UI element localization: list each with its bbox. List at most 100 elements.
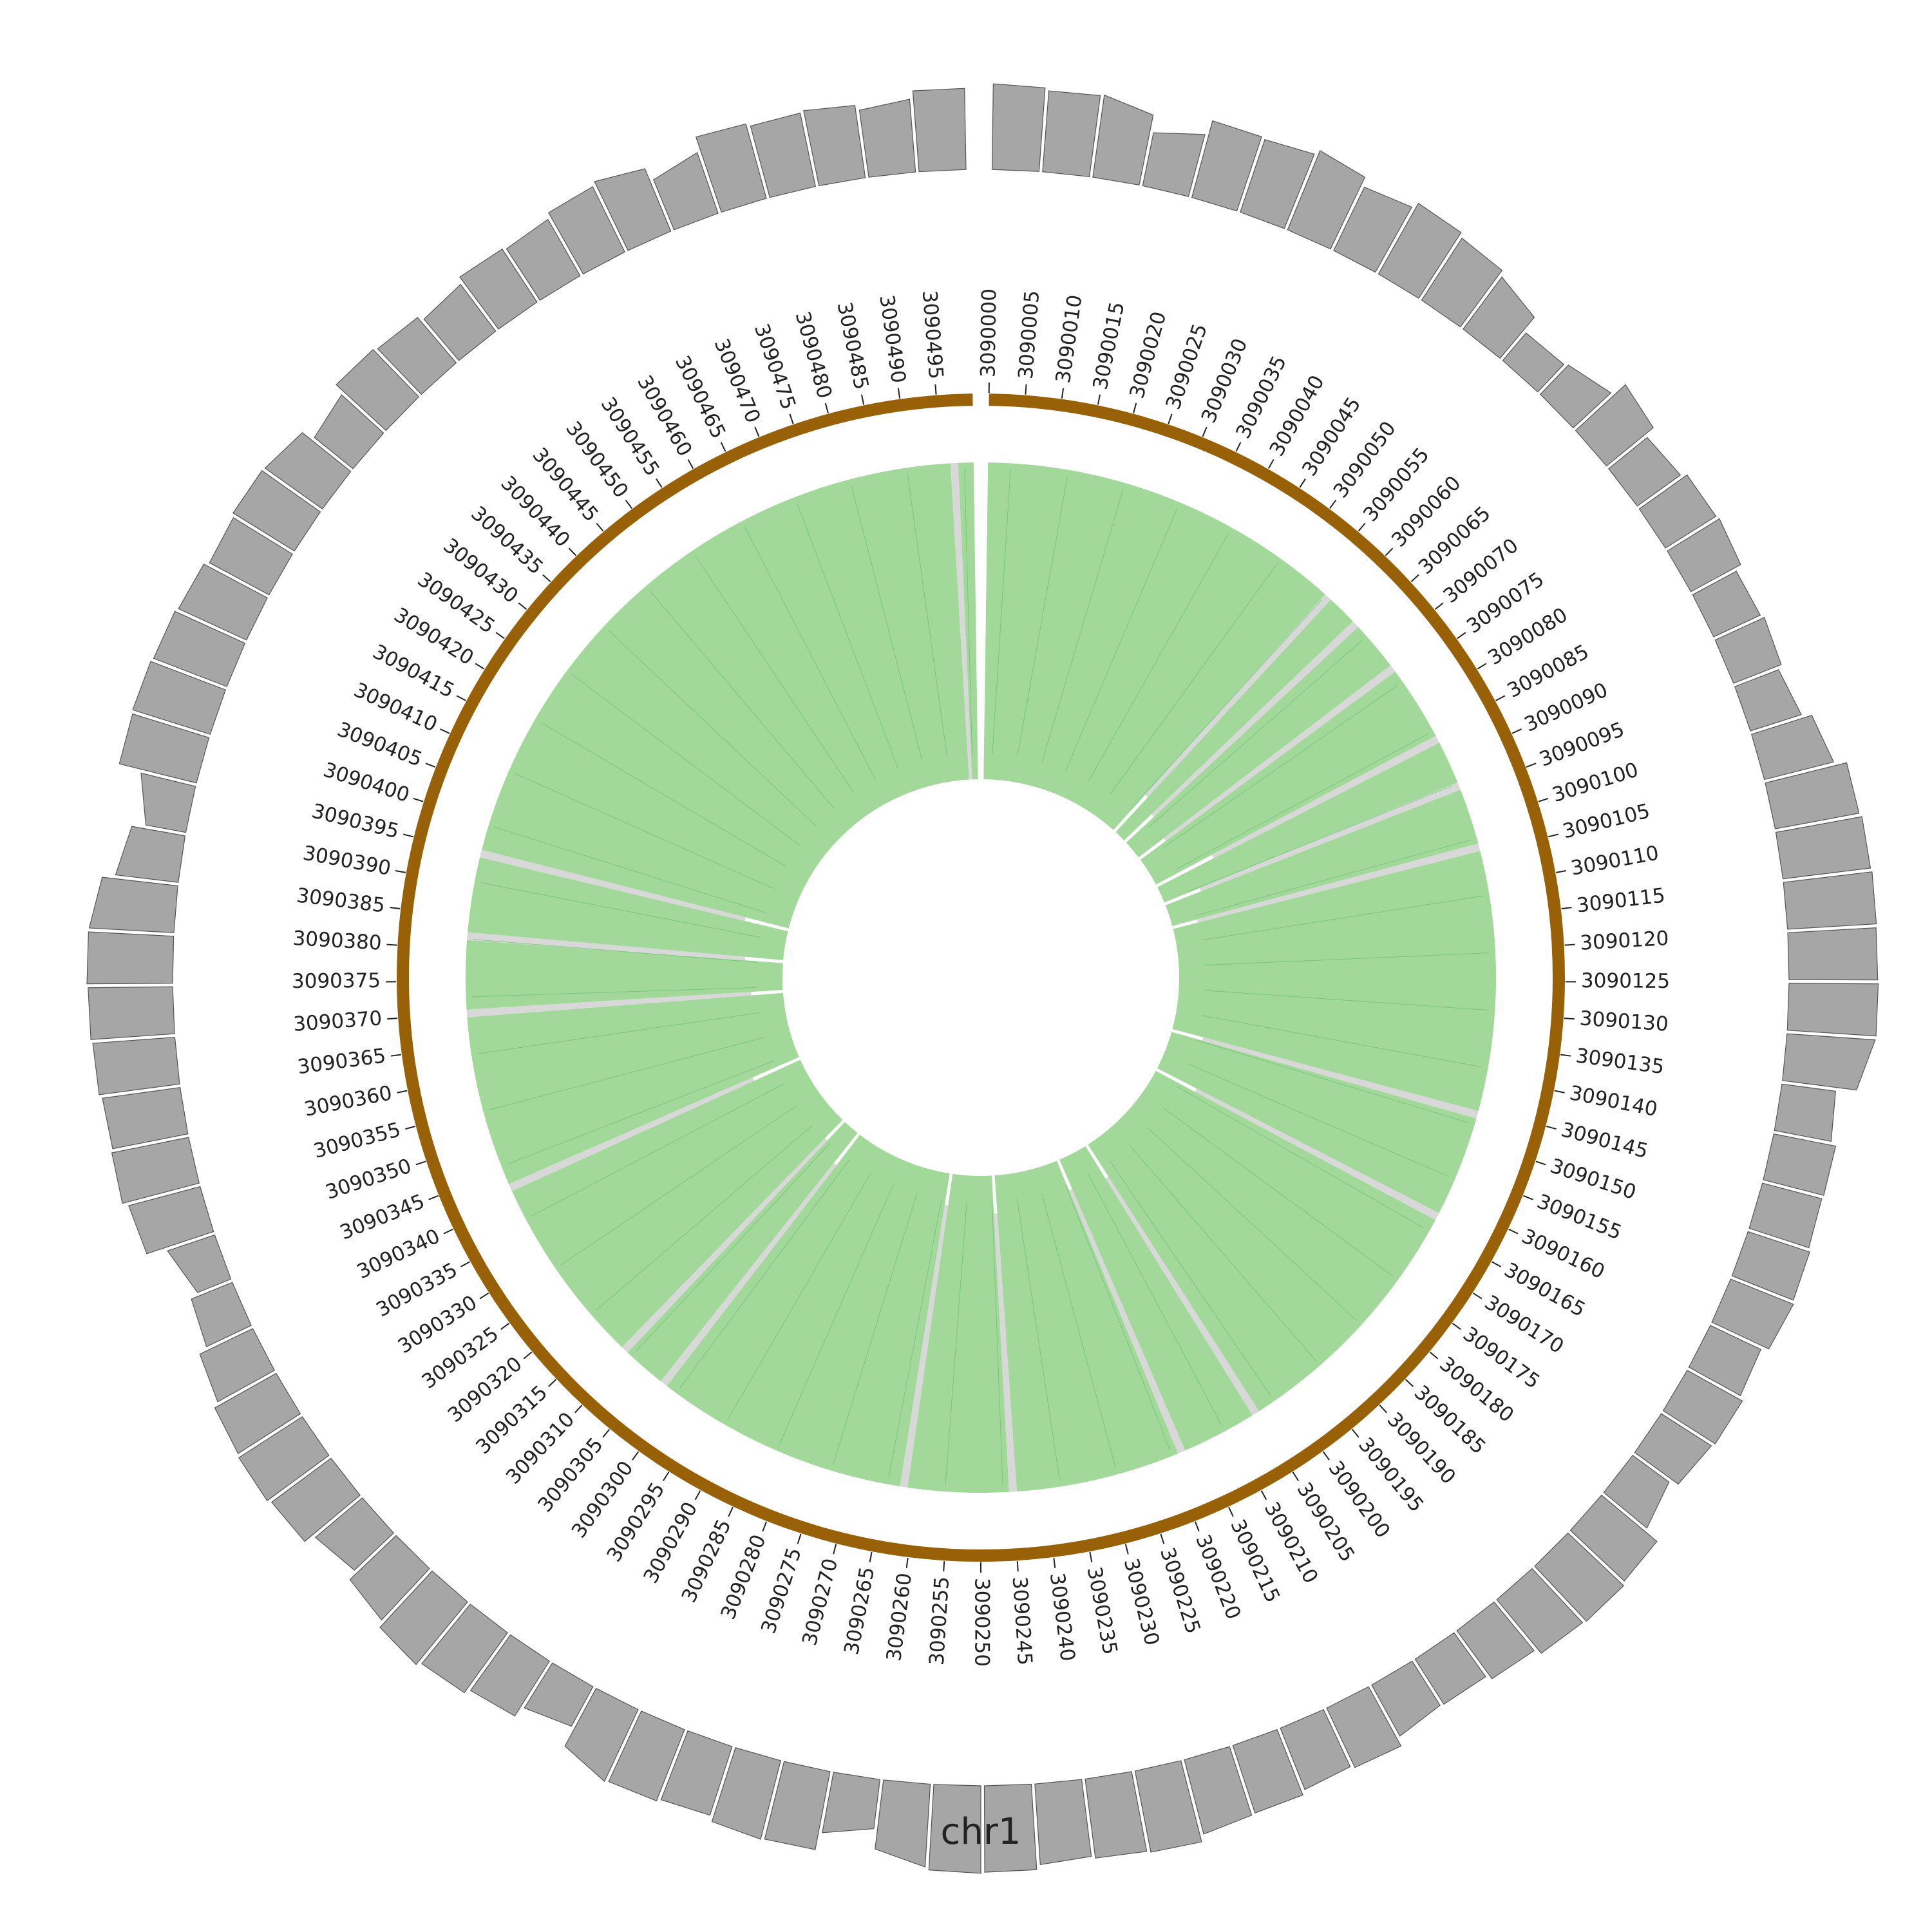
tick-mark xyxy=(428,1195,439,1200)
tick-mark xyxy=(789,413,794,424)
tick-mark xyxy=(1097,394,1101,405)
inner-link-line xyxy=(572,674,800,846)
inner-link-line xyxy=(744,526,876,781)
tick-mark xyxy=(833,1544,837,1555)
inner-link-line xyxy=(1017,476,1068,757)
inner-link-line xyxy=(1088,533,1229,782)
inner-link-line xyxy=(531,1083,784,1217)
tick-mark xyxy=(943,1561,945,1572)
coverage-segment xyxy=(88,986,175,1040)
tick-mark xyxy=(500,1322,510,1331)
coverage-segment xyxy=(314,1497,395,1571)
coverage-segment xyxy=(875,1779,931,1868)
chromosome-label: chr1 xyxy=(941,1811,1021,1853)
tick-mark xyxy=(1495,695,1506,701)
tick-mark xyxy=(1194,1521,1200,1532)
tick-label: 3090375 xyxy=(292,969,381,993)
tick-label: 3090265 xyxy=(840,1565,879,1656)
coverage-segment xyxy=(1456,1601,1535,1680)
tick-label: 3090005 xyxy=(1014,290,1044,380)
tick-mark xyxy=(1526,762,1537,768)
tick-mark xyxy=(1457,632,1466,639)
inner-link-line xyxy=(477,1012,760,1054)
tick-label: 3090385 xyxy=(295,884,386,918)
coverage-segment xyxy=(377,317,457,395)
coverage-segment xyxy=(1714,616,1782,684)
coverage-segment xyxy=(1142,132,1206,197)
inner-link-line xyxy=(797,503,899,770)
inner-fill-segment xyxy=(983,462,1325,830)
tick-mark xyxy=(1260,1490,1267,1501)
coverage-segment xyxy=(1280,1709,1351,1790)
tick-label: 3090135 xyxy=(1575,1044,1666,1079)
coverage-segment xyxy=(199,1328,275,1403)
coverage-segment xyxy=(1326,1686,1402,1768)
tick-mark xyxy=(440,728,450,734)
inner-fill-segment xyxy=(1059,1146,1253,1451)
tick-mark xyxy=(456,695,466,701)
tick-mark xyxy=(1538,797,1549,802)
inner-fill-segment xyxy=(1157,743,1458,903)
tick-mark xyxy=(860,394,865,405)
coverage-segment xyxy=(140,772,196,833)
tick-label: 3090485 xyxy=(833,300,873,392)
inner-fill-segment xyxy=(1126,627,1391,858)
tick-mark xyxy=(523,1351,533,1359)
tick-mark xyxy=(1385,547,1394,556)
coverage-segment xyxy=(1603,1455,1670,1529)
coverage-segment xyxy=(653,151,719,231)
coverage-segment xyxy=(858,99,916,178)
tick-label: 3090140 xyxy=(1567,1081,1659,1121)
inner-link-line xyxy=(833,1192,918,1465)
tick-mark xyxy=(495,632,505,639)
tick-mark xyxy=(625,499,632,509)
coverage-segment xyxy=(1731,1231,1810,1301)
tick-label: 3090360 xyxy=(302,1081,393,1121)
inner-link-line xyxy=(1163,685,1398,848)
inner-link-line xyxy=(1065,1184,1171,1450)
coverage-segment xyxy=(1608,437,1681,507)
tick-label: 3090230 xyxy=(1119,1556,1164,1648)
inner-track xyxy=(465,462,1496,1493)
coverage-segment xyxy=(88,876,178,933)
tick-mark xyxy=(1492,1261,1502,1267)
inner-gap xyxy=(1202,1037,1479,1119)
coverage-segment xyxy=(594,168,672,251)
tick-label: 3090400 xyxy=(321,758,412,807)
coverage-segment xyxy=(1667,518,1741,592)
inner-fill-segment xyxy=(1172,851,1496,1112)
coverage-segment xyxy=(232,470,321,552)
tick-mark xyxy=(1379,1405,1387,1414)
coverage-segment xyxy=(1765,762,1860,829)
inner-link-line xyxy=(635,1143,831,1352)
tick-mark xyxy=(824,402,829,413)
tick-mark xyxy=(869,1551,873,1562)
tick-mark xyxy=(1410,574,1419,583)
tick-mark xyxy=(1556,869,1567,873)
inner-fill-segment xyxy=(511,1059,843,1347)
tick-mark xyxy=(1358,522,1366,532)
coverage-segment xyxy=(421,1604,508,1694)
coverage-segment xyxy=(1333,186,1413,273)
inner-fill-segment xyxy=(1140,671,1436,885)
tick-mark xyxy=(728,1506,734,1517)
inner-link-line xyxy=(851,485,923,762)
inner-link-line xyxy=(1147,640,1363,829)
tick-mark xyxy=(1508,1228,1519,1235)
coverage-segment xyxy=(469,1634,551,1717)
inner-link-line xyxy=(991,1201,1003,1486)
tick-mark xyxy=(897,388,901,399)
inner-link-line xyxy=(1088,1174,1222,1426)
coverage-segment xyxy=(191,1282,252,1348)
coverage-segment xyxy=(1092,94,1154,186)
tick-mark xyxy=(1535,1160,1546,1166)
inner-link-line xyxy=(1065,508,1178,771)
tick-mark xyxy=(1124,1544,1129,1555)
coverage-segment xyxy=(1748,1182,1823,1249)
coverage-segment xyxy=(1692,571,1761,638)
tick-mark xyxy=(518,602,527,611)
coverage-segment xyxy=(459,248,538,330)
coverage-segment xyxy=(1711,1278,1794,1350)
inner-link-line xyxy=(1162,1107,1394,1276)
